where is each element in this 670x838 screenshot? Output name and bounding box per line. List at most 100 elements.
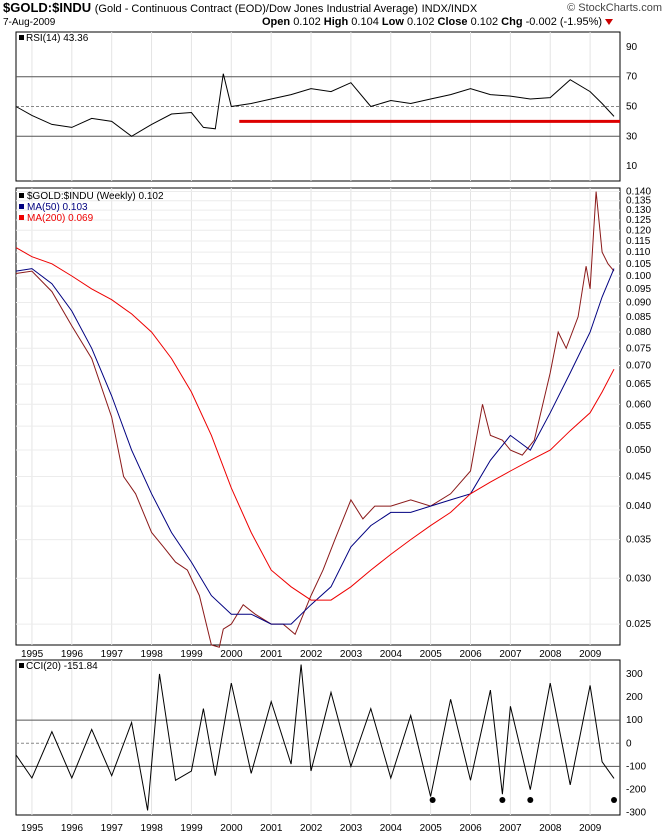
cci-x-tick-label: 2001 [260, 823, 283, 834]
ma200-line [15, 247, 615, 601]
cci-x-tick-label: 2007 [499, 823, 522, 834]
high-value: 0.104 [351, 16, 379, 28]
price-tick-label: 0.100 [626, 271, 651, 282]
price-x-tick-label: 2007 [499, 649, 522, 660]
cci-marker [527, 796, 534, 803]
cci-tick-label: 300 [626, 669, 643, 680]
price-panel-frame [15, 187, 621, 646]
price-x-tick-label: 1998 [141, 649, 164, 660]
cci-legend: CCI(20) -151.84 [26, 661, 98, 672]
cci-x-tick-label: 1996 [61, 823, 84, 834]
rsi-tick-label: 90 [626, 42, 638, 53]
cci-x-tick-label: 2004 [380, 823, 403, 834]
ma50-legend-label: MA(50) 0.103 [27, 202, 88, 213]
cci-x-tick-label: 1995 [21, 823, 44, 834]
price-tick-label: 0.040 [626, 501, 651, 512]
price-x-tick-label: 2005 [420, 649, 443, 660]
price-tick-label: 0.080 [626, 327, 651, 338]
ohlc-readout: Open 0.102 High 0.104 Low 0.102 Close 0.… [262, 16, 614, 28]
chg-label: Chg [501, 16, 523, 28]
ma200-legend-label: MA(200) 0.069 [27, 213, 94, 224]
low-value: 0.102 [406, 16, 435, 28]
price-x-tick-label: 1995 [21, 649, 44, 660]
price-tick-label: 0.135 [626, 196, 651, 207]
cci-tick-label: 200 [626, 692, 643, 703]
price-tick-label: 0.060 [626, 399, 651, 410]
cci-x-tick-label: 1998 [141, 823, 164, 834]
price-tick-label: 0.110 [626, 247, 651, 258]
rsi-tick-label: 30 [626, 131, 638, 142]
price-tick-label: 0.115 [626, 236, 651, 247]
cci-x-tick-label: 1999 [180, 823, 203, 834]
exchange-label: INDX/INDX [421, 3, 478, 15]
cci-x-tick-label: 2000 [220, 823, 243, 834]
chart-title: $GOLD:$INDU (Gold - Continuous Contract … [3, 0, 477, 15]
price-tick-label: 0.095 [626, 284, 651, 295]
rsi-tick-label: 70 [626, 72, 638, 83]
price-tick-label: 0.140 [626, 187, 651, 198]
price-legend-swatch [19, 193, 24, 198]
price-x-tick-label: 2003 [340, 649, 363, 660]
rsi-legend-swatch [19, 35, 24, 40]
high-label: High [323, 16, 349, 28]
price-x-tick-label: 1997 [101, 649, 124, 660]
price-x-tick-label: 2002 [300, 649, 323, 660]
cci-panel-frame [15, 659, 621, 816]
price-tick-label: 0.070 [626, 361, 651, 372]
rsi-tick-label: 10 [626, 161, 638, 172]
cci-line [15, 664, 615, 811]
price-tick-label: 0.085 [626, 312, 651, 323]
down-arrow-icon [605, 19, 614, 26]
price-x-tick-label: 2001 [260, 649, 283, 660]
price-tick-label: 0.105 [626, 259, 651, 270]
cci-tick-label: -300 [626, 808, 646, 819]
rsi-line [15, 73, 615, 137]
price-tick-label: 0.055 [626, 421, 651, 432]
price-tick-label: 0.025 [626, 619, 651, 630]
price-tick-label: 0.030 [626, 573, 651, 584]
open-label: Open [262, 16, 291, 28]
price-tick-label: 0.090 [626, 297, 651, 308]
low-label: Low [381, 16, 404, 28]
cci-x-tick-label: 2008 [539, 823, 562, 834]
close-value: 0.102 [470, 16, 499, 28]
close-label: Close [437, 16, 468, 28]
price-tick-label: 0.045 [626, 472, 651, 483]
cci-tick-label: -100 [626, 761, 646, 772]
price-tick-label: 0.065 [626, 379, 651, 390]
cci-x-tick-label: 2009 [579, 823, 602, 834]
watermark: © StockCharts.com [567, 2, 662, 14]
price-tick-label: 0.075 [626, 343, 651, 354]
cci-x-tick-label: 2006 [459, 823, 482, 834]
cci-tick-label: -200 [626, 785, 646, 796]
cci-x-tick-label: 2003 [340, 823, 363, 834]
ma50-line [15, 268, 615, 625]
price-line [15, 191, 615, 648]
price-tick-label: 0.120 [626, 225, 651, 236]
price-tick-label: 0.050 [626, 445, 651, 456]
date-label: 7-Aug-2009 [3, 17, 56, 28]
price-legend-swatch [19, 215, 24, 220]
price-legend-label: $GOLD:$INDU (Weekly) 0.102 [27, 191, 164, 202]
price-x-tick-label: 2006 [459, 649, 482, 660]
cci-legend-swatch [19, 663, 24, 668]
cci-tick-label: 100 [626, 715, 643, 726]
price-x-tick-label: 2009 [579, 649, 602, 660]
cci-tick-label: 0 [626, 738, 632, 749]
cci-x-tick-label: 2005 [420, 823, 443, 834]
open-value: 0.102 [293, 16, 321, 28]
cci-marker [499, 796, 506, 803]
price-tick-label: 0.130 [626, 205, 651, 216]
cci-x-tick-label: 2002 [300, 823, 323, 834]
price-legend-swatch [19, 204, 24, 209]
price-x-tick-label: 2000 [220, 649, 243, 660]
symbol-label: $GOLD:$INDU [3, 0, 92, 15]
price-x-tick-label: 2008 [539, 649, 562, 660]
cci-marker [429, 796, 436, 803]
price-x-tick-label: 2004 [380, 649, 403, 660]
price-x-tick-label: 1996 [61, 649, 84, 660]
rsi-legend: RSI(14) 43.36 [26, 33, 89, 44]
price-tick-label: 0.035 [626, 535, 651, 546]
price-tick-label: 0.125 [626, 215, 651, 226]
